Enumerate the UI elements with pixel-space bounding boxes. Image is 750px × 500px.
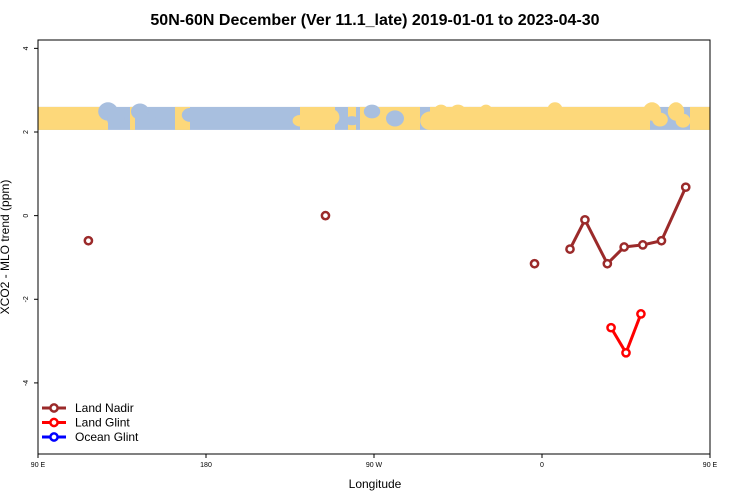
map-coast-patch [292,114,308,127]
data-point [637,240,648,250]
map-coast-patch [386,110,404,127]
legend-label: Ocean Glint [75,430,139,444]
series-line-1 [609,313,643,355]
y-axis-label: XCO2 - MLO trend (ppm) [0,180,12,315]
x-tick-label: 180 [200,462,212,469]
y-axis: 4 2 0 -2 -4 [23,46,38,386]
y-tick-label: 2 [23,130,30,134]
map-coast-patch [181,108,199,122]
map-coast-patch [675,113,691,128]
legend-marker [49,417,59,428]
map-coast-patch [344,116,360,126]
map-coast-patch [461,106,479,128]
y-tick-label: -2 [23,296,30,302]
data-point [580,214,590,225]
map-coast-patch [140,113,156,126]
map-coast-patch [592,112,608,125]
map-coast-patch [324,109,340,126]
data-point [602,258,613,269]
data-point [656,235,667,246]
map-coast-patch [309,108,327,120]
data-point [606,322,616,333]
data-point [636,309,646,319]
map-coast-patch [363,104,381,119]
map-coast-patch [547,102,563,117]
y-tick-label: 4 [23,46,30,50]
legend-marker [49,403,59,413]
x-tick-label: 90 W [366,462,383,469]
map-coast-patch [652,112,668,127]
legend-marker [49,432,59,442]
map-coast-patch [523,112,537,129]
chart-title: 50N-60N December (Ver 11.1_late) 2019-01… [150,12,599,29]
x-axis-label: Longitude [349,477,402,491]
world-map-strip [38,102,710,130]
data-point [621,347,631,358]
x-tick-label: 90 E [703,462,718,469]
y-tick-label: 0 [23,214,30,218]
map-coast-patch [450,104,466,119]
data-point [83,235,94,246]
x-axis: 90 E 180 90 W 0 90 E [31,454,718,469]
data-point [680,182,691,193]
legend-label: Land Glint [75,416,130,430]
map-coast-patch [478,104,494,124]
data-point [320,210,331,221]
x-tick-label: 90 E [31,462,46,469]
data-point [619,242,629,252]
map-land [130,106,135,130]
y-tick-label: -4 [23,380,30,386]
plot-frame [37,39,711,455]
series-line-0 [568,186,688,266]
series-layer [83,182,691,358]
map-land [690,106,710,130]
data-point [529,258,540,269]
map-land [38,106,108,130]
x-tick-label: 0 [540,462,544,469]
map-coast-patch [432,104,450,124]
map-coast-patch [107,108,125,129]
legend-label: Land Nadir [75,401,134,415]
data-point [565,244,575,254]
